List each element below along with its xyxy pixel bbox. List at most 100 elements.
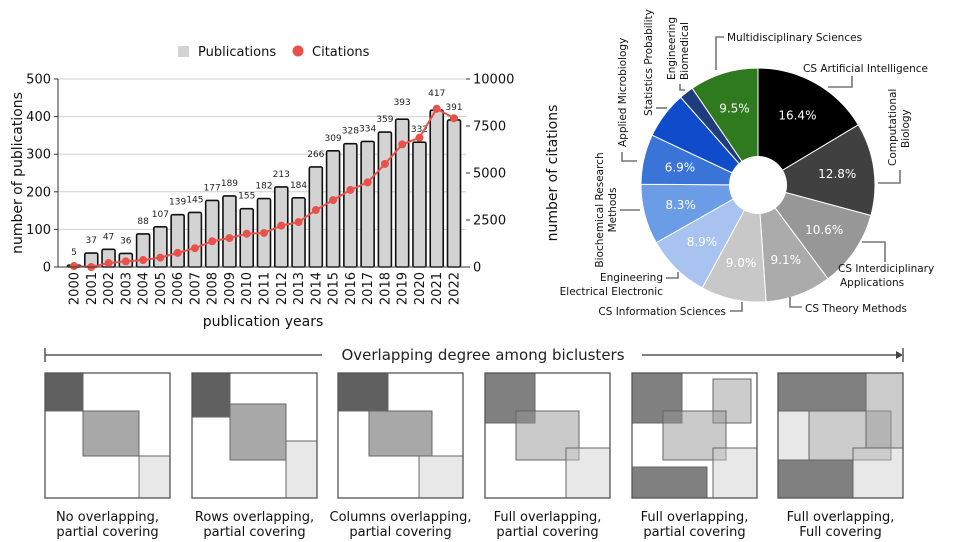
pie-slice-cs-artificial-intelligence	[757, 67, 860, 186]
leader-line	[862, 241, 886, 262]
panel-caption-line1: Full overlapping,	[494, 510, 602, 525]
bicluster-panel-1: No overlapping,partial covering	[44, 372, 171, 540]
leader-line	[621, 152, 637, 162]
panel-caption-line1: Columns overlapping,	[330, 510, 472, 525]
y-right-tick-label: 0	[473, 261, 481, 276]
panel-caption-line2: partial covering	[643, 525, 745, 540]
leader-line	[715, 36, 724, 70]
label-biochem-1: Biochemical Research	[594, 152, 606, 267]
y-tick-label: 100	[26, 223, 51, 238]
x-tick-label: 2016	[344, 272, 359, 305]
bicluster-block	[229, 403, 287, 461]
x-tick-label: 2011	[258, 272, 273, 305]
pie-slice-percent: 9.5%	[719, 102, 750, 116]
pie-slice-percent: 9.0%	[726, 256, 757, 270]
bar-value-label: 184	[290, 181, 307, 191]
citation-point-2007	[190, 244, 199, 253]
bar-2015	[325, 150, 341, 268]
label-eng-elec-2: Electrical Electronic	[560, 286, 664, 298]
subject-donut-chart: 16.4% 12.8% 10.6% 9.1% 9.0% 8.9% 8.3% 6.9% 9.5%	[640, 67, 876, 303]
bar-2021	[429, 109, 445, 268]
citation-point-2014	[311, 206, 320, 215]
legend-citations-label: Citations	[312, 45, 370, 60]
bicluster-block	[865, 372, 904, 449]
pie-slice-cs-interdiciplinary-applications	[756, 184, 872, 280]
label-cs-inter-2: Applications	[840, 277, 904, 289]
panel-caption-line2: partial covering	[496, 525, 598, 540]
label-cs-ai: CS Artificial Intelligence	[803, 63, 928, 75]
label-eng-bio-1: Engineering	[666, 17, 678, 80]
bar-2014	[308, 166, 324, 268]
leader-line	[666, 272, 679, 279]
y-right-tick-label: 10000	[473, 73, 514, 88]
bicluster-block	[418, 455, 464, 499]
bar-value-label: 37	[86, 236, 97, 246]
pie-slice-percent: 12.8%	[818, 167, 856, 181]
legend-publications-label: Publications	[198, 45, 276, 60]
citation-point-2009	[225, 234, 234, 243]
bar-2010	[239, 207, 255, 268]
citation-point-2011	[260, 228, 268, 237]
label-cs-info: CS Information Sciences	[598, 306, 726, 318]
label-applied-micro: Applied Microbiology	[617, 38, 629, 147]
panel-caption-line2: partial covering	[349, 525, 451, 540]
bar-value-label: 332	[411, 125, 428, 135]
matrix-border	[44, 372, 171, 499]
x-tick-label: 2013	[292, 272, 307, 305]
citation-point-2013	[294, 218, 303, 227]
x-tick-label: 2006	[171, 272, 186, 305]
bar-2009	[222, 195, 237, 268]
bar-2008	[204, 199, 220, 268]
bar-value-label: 145	[186, 195, 203, 205]
bar-value-label: 47	[103, 232, 114, 242]
leader-line	[730, 302, 743, 312]
bar-value-label: 182	[255, 182, 272, 192]
pie-slice-percent: 9.1%	[771, 253, 802, 267]
bar-2018	[377, 131, 393, 268]
leader-line	[789, 297, 802, 308]
y-right-tick-label: 2500	[473, 214, 506, 229]
bar-value-label: 5	[71, 248, 77, 258]
legend: Publications Citations	[178, 45, 370, 60]
matrix-border	[191, 372, 318, 499]
bicluster-panel-2: Rows overlapping,partial covering	[191, 372, 318, 540]
bicluster-block	[138, 455, 171, 499]
label-cs-theory: CS Theory Methods	[805, 303, 907, 315]
label-biochem-2: Methods	[607, 188, 619, 233]
bar-value-label: 391	[445, 103, 462, 113]
panel-caption-line1: Full overlapping,	[787, 510, 895, 525]
label-cs-inter-1: CS Interdiciplinary	[838, 263, 934, 275]
bicluster-block	[515, 410, 580, 461]
legend-publications-swatch	[178, 46, 189, 57]
y-axis-right-label: number of citations	[545, 105, 561, 242]
panel-caption-line2: partial covering	[56, 525, 158, 540]
y-tick-label: 400	[26, 110, 51, 125]
bar-2006	[170, 213, 185, 268]
bicluster-panel-6: Full overlapping,Full covering	[777, 372, 904, 540]
bar-value-label: 334	[359, 124, 376, 134]
citation-point-2002	[104, 259, 113, 268]
pie-slice-percent: 16.4%	[778, 108, 816, 122]
matrix-border	[484, 372, 611, 499]
y-tick-label: 500	[26, 73, 51, 88]
citation-point-2015	[329, 196, 338, 205]
citation-point-2022	[450, 114, 458, 123]
x-tick-label: 2009	[223, 272, 238, 305]
bicluster-block	[631, 466, 708, 499]
bar-value-label: 393	[394, 98, 411, 108]
citation-point-2010	[242, 229, 251, 238]
bar-value-label: 139	[169, 198, 186, 208]
bar-2007	[187, 211, 203, 268]
matrix-border	[631, 372, 758, 499]
x-tick-label: 2015	[327, 272, 342, 305]
bar-value-label: 266	[307, 150, 324, 160]
leader-line	[878, 170, 901, 184]
pie-slice-percent: 8.9%	[687, 235, 718, 249]
bar-value-label: 36	[120, 236, 132, 246]
x-tick-label: 2020	[413, 272, 428, 305]
x-tick-label: 2010	[240, 272, 255, 305]
citation-point-2012	[277, 221, 286, 230]
x-axis-label: publication years	[203, 314, 324, 330]
